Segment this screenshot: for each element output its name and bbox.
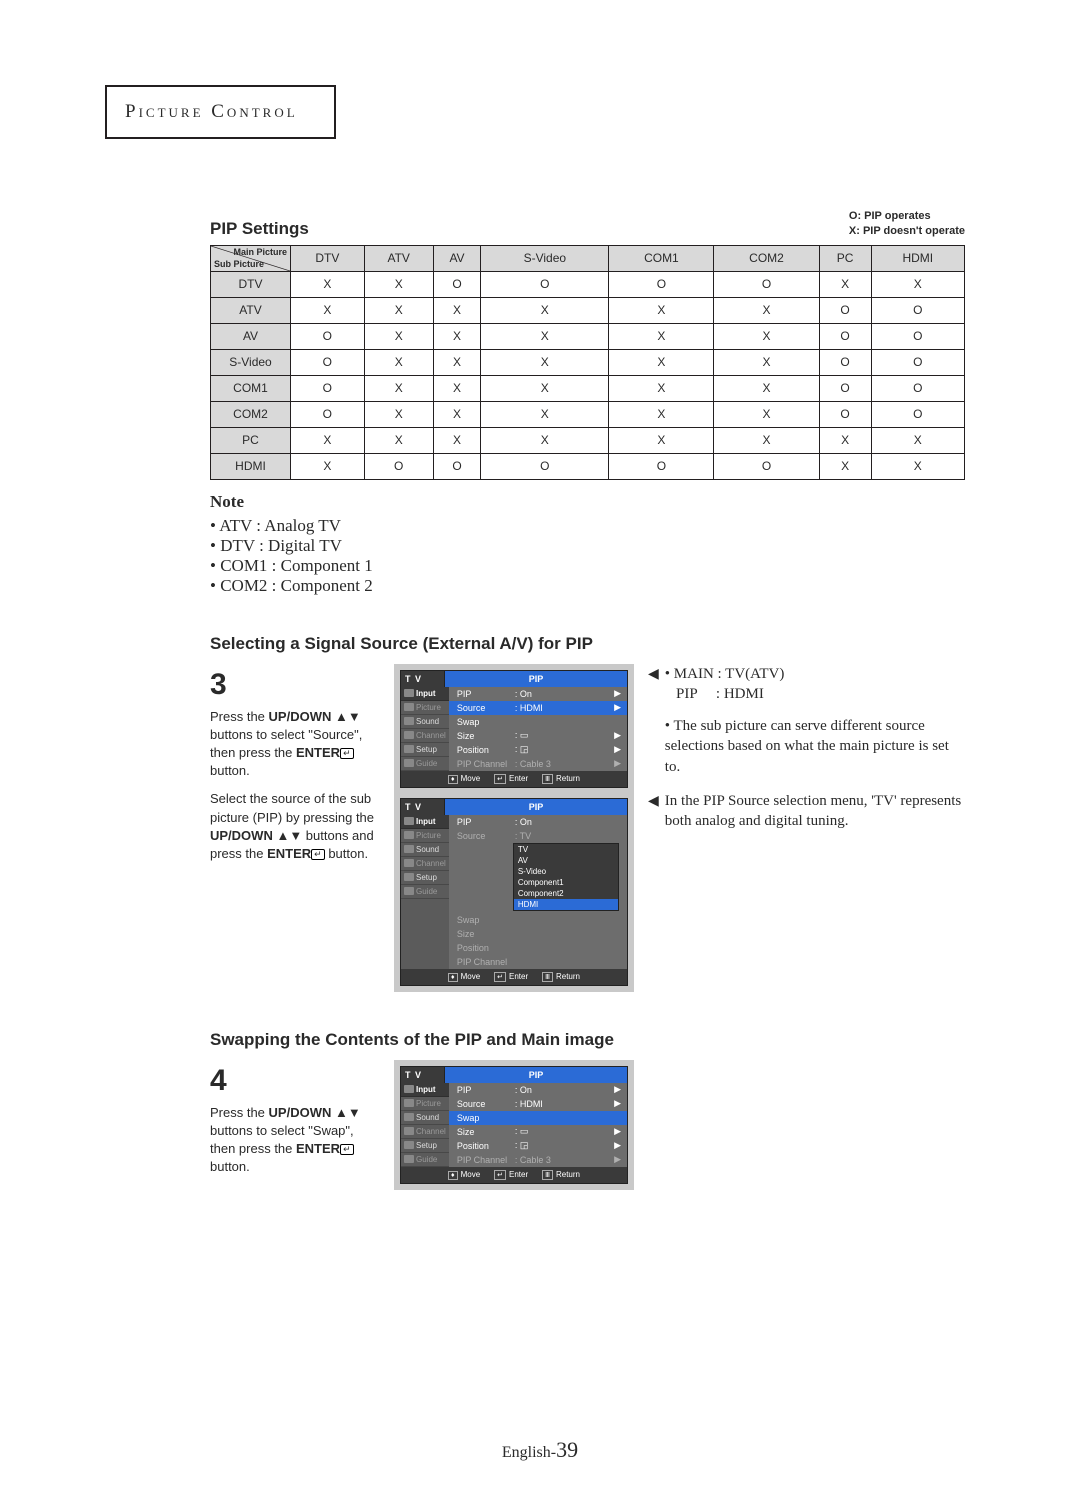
osd-sidebar-picture: Picture	[401, 701, 449, 715]
osd-row-source: Source: HDMI▶	[449, 1097, 627, 1111]
osd-panel-2: T VPIPInputPictureSoundChannelSetupGuide…	[400, 798, 628, 986]
osd-sidebar-sound: Sound	[401, 715, 449, 729]
osd-row-pip-channel: PIP Channel: Cable 3▶	[449, 1153, 627, 1167]
pointer-icon: ◀	[648, 791, 659, 832]
osd-option-s-video: S-Video	[514, 866, 618, 877]
osd-row-source: Source: HDMI▶	[449, 701, 627, 715]
legend-o: O: PIP operates	[849, 209, 965, 224]
note-item: COM2 : Component 2	[210, 576, 965, 596]
osd-sidebar-setup: Setup	[401, 871, 449, 885]
step4-osd-column: T VPIPInputPictureSoundChannelSetupGuide…	[394, 1060, 634, 1190]
table-col-s-video: S-Video	[481, 245, 609, 271]
osd-panel-1: T VPIPInputPictureSoundChannelSetupGuide…	[400, 670, 628, 788]
pip-legend: O: PIP operates X: PIP doesn't operate	[849, 209, 965, 239]
note-block: Note ATV : Analog TVDTV : Digital TVCOM1…	[210, 492, 965, 596]
table-col-com1: COM1	[609, 245, 714, 271]
table-col-com2: COM2	[714, 245, 819, 271]
pip-heading: PIP Settings	[210, 219, 309, 239]
step3-osd-column: T VPIPInputPictureSoundChannelSetupGuide…	[394, 664, 634, 992]
osd-row-position: Position	[449, 941, 627, 955]
osd-row-pip: PIP: On	[449, 815, 627, 829]
table-row: ATVXXXXXXOO	[211, 297, 965, 323]
osd-row-size: Size: ▭▶	[449, 729, 627, 743]
osd-row-swap: Swap	[449, 913, 627, 927]
osd-row-source: Source: TV	[449, 829, 627, 843]
osd-sidebar-picture: Picture	[401, 829, 449, 843]
table-col-dtv: DTV	[291, 245, 365, 271]
osd-sidebar-guide: Guide	[401, 885, 449, 899]
osd-sidebar-picture: Picture	[401, 1097, 449, 1111]
manual-page: Picture Control PIP Settings O: PIP oper…	[0, 0, 1080, 1503]
osd-row-position: Position: ◲▶	[449, 743, 627, 757]
osd-row-pip-channel: PIP Channel: Cable 3▶	[449, 757, 627, 771]
osd-sidebar-input: Input	[401, 1083, 449, 1097]
osd-option-component1: Component1	[514, 877, 618, 888]
enter-icon: ↵	[311, 849, 325, 860]
table-corner: Main PictureSub Picture	[211, 245, 291, 271]
table-row: HDMIXOOOOOXX	[211, 453, 965, 479]
osd-sidebar-input: Input	[401, 687, 449, 701]
table-col-av: AV	[433, 245, 481, 271]
step4-number: 4	[210, 1060, 380, 1102]
table-row: S-VideoOXXXXXOO	[211, 349, 965, 375]
osd-sidebar-sound: Sound	[401, 843, 449, 857]
step-3: 3 Press the UP/DOWN ▲▼ buttons to select…	[210, 664, 965, 992]
page-number: English-39	[0, 1437, 1080, 1463]
step3-number: 3	[210, 664, 380, 706]
note-item: COM1 : Component 1	[210, 556, 965, 576]
osd-option-av: AV	[514, 855, 618, 866]
step3-text: 3 Press the UP/DOWN ▲▼ buttons to select…	[210, 664, 380, 864]
osd-row-size: Size	[449, 927, 627, 941]
table-col-pc: PC	[819, 245, 871, 271]
pip-heading-row: PIP Settings O: PIP operates X: PIP does…	[210, 209, 965, 239]
step3-side-notes: ◀ • MAIN : TV(ATV) PIP : HDMI • The sub …	[648, 664, 965, 846]
note-item: DTV : Digital TV	[210, 536, 965, 556]
section-title-box: Picture Control	[105, 85, 336, 139]
section-title: Picture Control	[125, 101, 298, 122]
osd-option-hdmi: HDMI	[514, 899, 618, 910]
osd-row-swap: Swap	[449, 1111, 627, 1125]
osd-sidebar-guide: Guide	[401, 757, 449, 771]
pip-compat-table: Main PictureSub PictureDTVATVAVS-VideoCO…	[210, 245, 965, 480]
osd-sidebar-channel: Channel	[401, 729, 449, 743]
osd-row-pip: PIP: On▶	[449, 687, 627, 701]
table-row: COM2OXXXXXOO	[211, 401, 965, 427]
osd-sidebar-channel: Channel	[401, 1125, 449, 1139]
osd-option-tv: TV	[514, 844, 618, 855]
osd-row-position: Position: ◲▶	[449, 1139, 627, 1153]
sec4-heading: Swapping the Contents of the PIP and Mai…	[210, 1030, 965, 1050]
table-col-hdmi: HDMI	[871, 245, 964, 271]
osd-sidebar-input: Input	[401, 815, 449, 829]
osd-sidebar-setup: Setup	[401, 743, 449, 757]
table-row: COM1OXXXXXOO	[211, 375, 965, 401]
step-4: 4 Press the UP/DOWN ▲▼ buttons to select…	[210, 1060, 965, 1190]
note-item: ATV : Analog TV	[210, 516, 965, 536]
sec3-heading: Selecting a Signal Source (External A/V)…	[210, 634, 965, 654]
table-col-atv: ATV	[364, 245, 433, 271]
osd-sidebar-setup: Setup	[401, 1139, 449, 1153]
note-title: Note	[210, 492, 244, 511]
table-row: PCXXXXXXXX	[211, 427, 965, 453]
osd-sidebar-channel: Channel	[401, 857, 449, 871]
osd-row-pip-channel: PIP Channel	[449, 955, 627, 969]
table-row: AVOXXXXXOO	[211, 323, 965, 349]
osd-row-size: Size: ▭▶	[449, 1125, 627, 1139]
osd-sidebar-sound: Sound	[401, 1111, 449, 1125]
table-row: DTVXXOOOOXX	[211, 271, 965, 297]
osd-panel-3: T VPIPInputPictureSoundChannelSetupGuide…	[400, 1066, 628, 1184]
osd-sidebar-guide: Guide	[401, 1153, 449, 1167]
note-list: ATV : Analog TVDTV : Digital TVCOM1 : Co…	[210, 516, 965, 596]
step4-text: 4 Press the UP/DOWN ▲▼ buttons to select…	[210, 1060, 380, 1177]
pointer-icon: ◀	[648, 664, 659, 777]
enter-icon: ↵	[340, 748, 354, 759]
osd-row-swap: Swap	[449, 715, 627, 729]
osd-row-pip: PIP: On▶	[449, 1083, 627, 1097]
legend-x: X: PIP doesn't operate	[849, 224, 965, 239]
enter-icon: ↵	[340, 1144, 354, 1155]
content-area: PIP Settings O: PIP operates X: PIP does…	[95, 209, 985, 1190]
osd-option-component2: Component2	[514, 888, 618, 899]
